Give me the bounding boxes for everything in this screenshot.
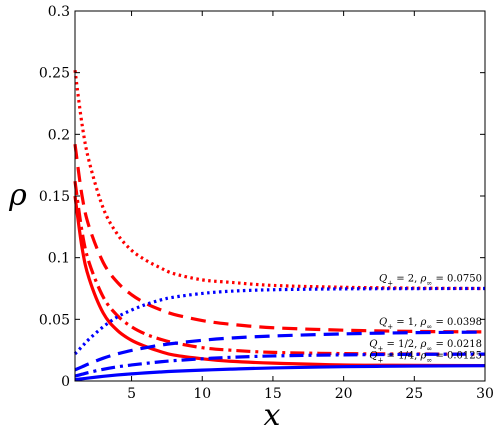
y-tick-label: 0.3 xyxy=(48,4,70,20)
y-axis-label: ρ xyxy=(8,178,27,213)
y-tick-label: 0.2 xyxy=(48,127,70,143)
y-tick-label: 0 xyxy=(61,374,70,390)
curve-annotations: Q+ = 2, ρ∞ = 0.0750 Q+ = 1, ρ∞ = 0.0398 Q+… xyxy=(369,274,482,365)
curve-annotation-0: Q+ = 2, ρ∞ = 0.0750 xyxy=(379,274,482,288)
series-line-3 xyxy=(73,69,486,291)
series-line-7 xyxy=(73,286,486,355)
series-line-0 xyxy=(73,195,486,368)
plot-area xyxy=(73,69,486,382)
series-line-6 xyxy=(74,330,486,372)
x-tick-label: 25 xyxy=(405,386,423,402)
curve-annotation-2: Q+ = 1/2, ρ∞ = 0.0218 xyxy=(369,339,482,353)
curve-annotation-1: Q+ = 1, ρ∞ = 0.0398 xyxy=(379,317,482,331)
x-tick-label: 10 xyxy=(193,386,211,402)
x-tick-label: 20 xyxy=(335,386,353,402)
x-tick-label: 30 xyxy=(476,386,494,402)
y-tick-label: 0.15 xyxy=(39,189,70,205)
series-line-4 xyxy=(74,364,486,382)
series-line-2 xyxy=(73,143,486,334)
x-tick-label: 15 xyxy=(264,386,282,402)
y-tick-label: 0.05 xyxy=(39,312,70,328)
y-tick-label: 0.25 xyxy=(39,66,70,82)
x-tick-label: 5 xyxy=(127,386,136,402)
axis-ticks: 5 10 15 20 25 30 0 0.05 0.1 0.15 0.2 0.25 0.3 xyxy=(39,4,494,402)
x-axis-label: x xyxy=(264,398,281,433)
series-line-5 xyxy=(74,352,486,378)
curve-annotation-3: Q+ = 1/4, ρ∞ = 0.0125 xyxy=(369,351,482,365)
y-tick-label: 0.1 xyxy=(48,251,70,267)
